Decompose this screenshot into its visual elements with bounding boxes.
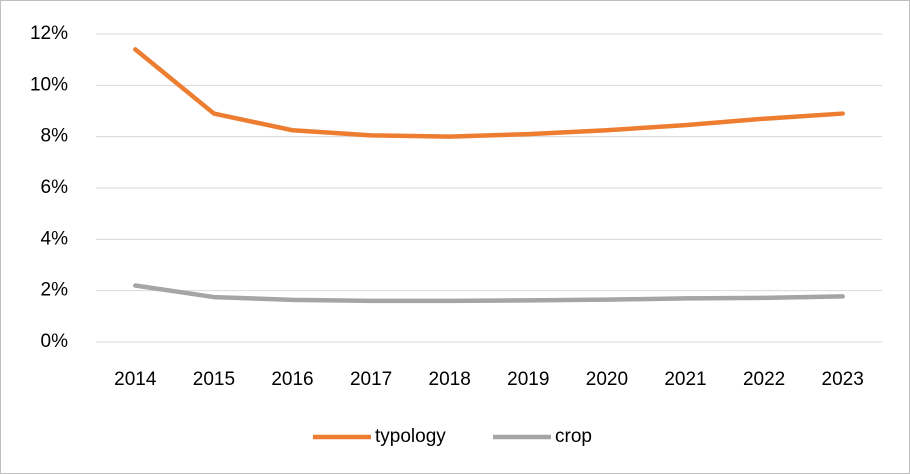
x-tick-label: 2016	[271, 369, 313, 390]
x-tick-label: 2017	[350, 369, 392, 390]
x-tick-label: 2015	[193, 369, 235, 390]
x-tick-label: 2022	[743, 369, 785, 390]
y-tick-label: 10%	[30, 74, 68, 95]
x-tick-label: 2023	[822, 369, 864, 390]
legend-label: typology	[375, 426, 446, 447]
x-tick-label: 2014	[114, 369, 157, 390]
y-tick-label: 2%	[41, 280, 69, 301]
line-series	[133, 47, 845, 139]
x-tick-label: 2018	[429, 369, 471, 390]
y-tick-label: 0%	[41, 331, 69, 352]
y-tick-label: 6%	[41, 177, 69, 198]
x-tick-label: 2021	[664, 369, 706, 390]
y-tick-label: 8%	[41, 126, 69, 147]
legend-label: crop	[555, 426, 592, 447]
x-tick-label: 2020	[586, 369, 628, 390]
y-tick-label: 4%	[41, 228, 69, 249]
line-series	[133, 283, 845, 304]
x-tick-label: 2019	[507, 369, 549, 390]
y-tick-label: 12%	[30, 23, 68, 44]
